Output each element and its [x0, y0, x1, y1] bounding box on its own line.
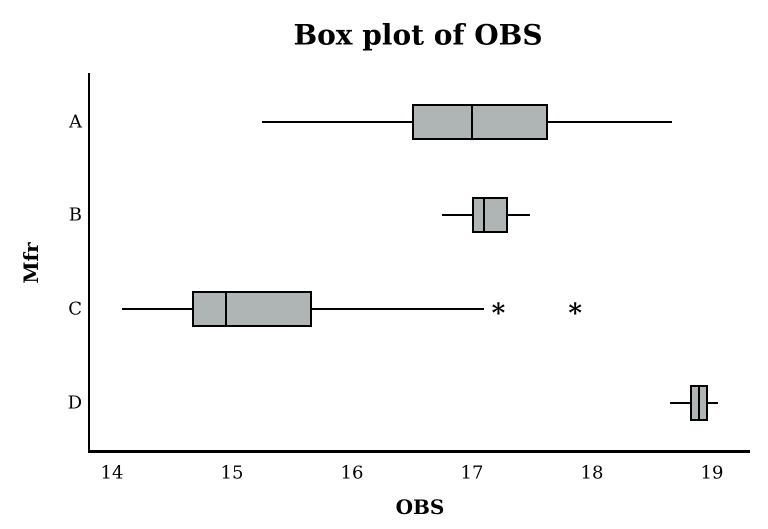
x-tick-label: 17 — [460, 462, 484, 484]
box-B — [472, 197, 508, 233]
x-axis-label: OBS — [395, 495, 445, 519]
outlier-marker: * — [491, 299, 506, 330]
outlier-marker: * — [568, 299, 582, 330]
x-tick-label: 18 — [580, 462, 604, 484]
chart-title: Box plot of OBS — [293, 18, 543, 52]
box-A — [412, 104, 548, 140]
x-tick-label: 15 — [220, 462, 244, 484]
y-axis-label: Mfr — [19, 242, 43, 284]
y-axis-line — [88, 73, 90, 453]
median-D — [697, 385, 700, 421]
median-B — [483, 197, 485, 233]
median-A — [471, 104, 473, 140]
x-tick-label: 16 — [340, 462, 364, 484]
category-label-C: C — [68, 298, 82, 320]
x-axis-line — [88, 450, 750, 453]
box-C — [192, 291, 313, 327]
category-label-B: B — [68, 204, 82, 226]
x-tick-label: 19 — [700, 462, 724, 484]
x-tick-label: 14 — [100, 462, 124, 484]
median-C — [225, 291, 227, 327]
category-label-D: D — [67, 392, 82, 414]
category-label-A: A — [69, 111, 82, 133]
